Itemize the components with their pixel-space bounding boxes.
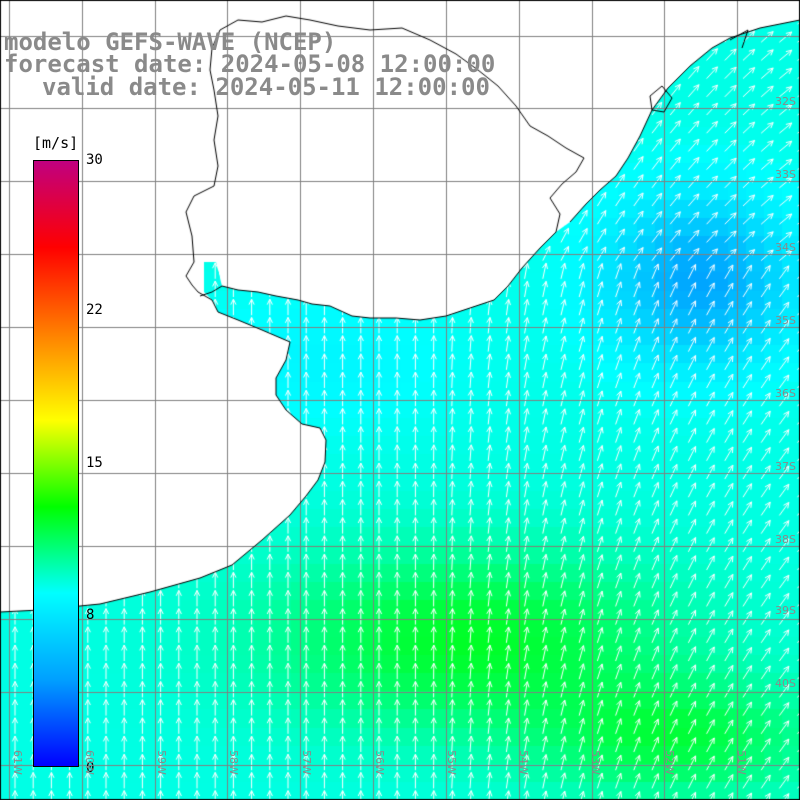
longitude-label: 60W: [83, 750, 96, 775]
latitude-label: 36S: [775, 387, 796, 400]
latitude-label: 33S: [775, 168, 796, 181]
colorbar-tick-label: 22: [86, 302, 103, 318]
colorbar-tick-label: 8: [86, 607, 95, 623]
longitude-label: 59W: [155, 750, 168, 775]
latitude-label: 32S: [775, 95, 796, 108]
valid-date-label: valid date: 2024-05-11 12:00:00: [42, 73, 490, 101]
colorbar: [33, 160, 79, 767]
model-title: modelo GEFS-WAVE (NCEP): [4, 28, 337, 56]
longitude-label: 61W: [11, 750, 24, 775]
longitude-label: 57W: [300, 750, 313, 775]
longitude-label: 52W: [663, 750, 676, 775]
latitude-label: 40S: [775, 677, 796, 690]
longitude-label: 53W: [589, 750, 602, 775]
latitude-label: 38S: [775, 533, 796, 546]
colorbar-tick-label: 0: [86, 760, 95, 776]
latitude-label: 37S: [775, 460, 796, 473]
latitude-label: 34S: [775, 241, 796, 254]
longitude-label: 55W: [445, 750, 458, 775]
longitude-label: 54W: [517, 750, 530, 775]
forecast-date-label: forecast date: 2024-05-08 12:00:00: [4, 50, 496, 78]
colorbar-tick-label: 30: [86, 152, 103, 168]
longitude-label: 51W: [735, 750, 748, 775]
colorbar-tick-label: 15: [86, 455, 103, 471]
longitude-label: 56W: [373, 750, 386, 775]
longitude-label: 58W: [227, 750, 240, 775]
latitude-label: 39S: [775, 604, 796, 617]
colorbar-unit-label: [m/s]: [33, 134, 79, 152]
latitude-label: 35S: [775, 314, 796, 327]
